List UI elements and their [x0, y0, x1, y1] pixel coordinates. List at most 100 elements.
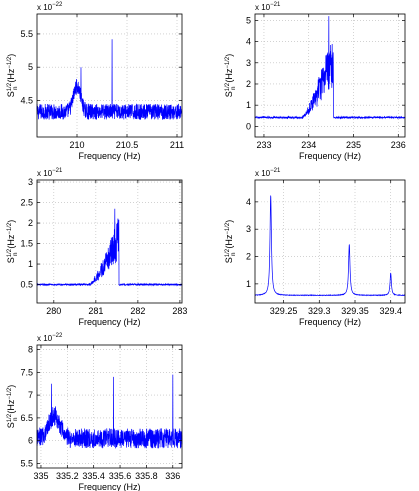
- y-tick-label: 3: [28, 177, 33, 187]
- y-label-unit: (Hz: [6, 399, 16, 413]
- y-label-close: ): [224, 220, 234, 223]
- plot-area: [37, 14, 182, 137]
- y-tick-label: 5.5: [20, 29, 33, 39]
- panel-281hz: 280 281 282 283 0.5 1 1.5 2 2.5 3 x 10−21 Frequency…: [6, 168, 187, 327]
- y-label-sup: 1/2: [7, 413, 13, 422]
- y-label-close: ): [6, 220, 16, 223]
- y-axis-label: S1/2n (Hz−1/2): [6, 220, 19, 264]
- x-axis-label: Frequency (Hz): [78, 482, 140, 491]
- y-label-unit_sup: −1/2: [7, 222, 13, 235]
- x-tick-label: 281: [88, 306, 103, 316]
- y-tick-label: 5: [28, 62, 33, 72]
- x-tick-label: 233: [256, 140, 271, 150]
- x-tick-label: 335: [33, 471, 48, 481]
- x-axis-label: Frequency (Hz): [299, 317, 361, 327]
- y-tick-label: 5: [246, 15, 251, 25]
- x-tick-label: 329.4: [379, 306, 402, 316]
- x-tick-label: 335.2: [56, 471, 79, 481]
- x-tick-label: 335.6: [109, 471, 132, 481]
- y-tick-label: 4: [246, 37, 251, 47]
- y-label-close: ): [224, 54, 234, 57]
- y-label-close: ): [6, 385, 16, 388]
- y-tick-label: 2: [28, 218, 33, 228]
- scale-exponent: −21: [270, 168, 281, 174]
- y-tick-label: 6.5: [20, 413, 33, 423]
- x-axis-label: Frequency (Hz): [78, 151, 140, 161]
- series-line: [254, 195, 406, 297]
- x-axis-label: Frequency (Hz): [78, 317, 140, 327]
- y-label-sup: 1/2: [7, 248, 13, 257]
- y-tick-label: 6: [28, 436, 33, 446]
- y-tick-label: 0: [246, 121, 251, 131]
- y-label-sub: n: [13, 253, 19, 256]
- y-label-main: S: [224, 91, 234, 97]
- x-tick-label: 236: [391, 140, 406, 150]
- y-tick-label: 0.5: [20, 280, 33, 290]
- axes-frame: [36, 179, 183, 304]
- y-tick-label: 1.5: [20, 239, 33, 249]
- y-label-close: ): [6, 54, 16, 57]
- y-label-sup: 1/2: [7, 82, 13, 91]
- y-tick-label: 7: [28, 390, 33, 400]
- x-tick-label: 335.8: [135, 471, 158, 481]
- y-tick-label: 1: [246, 279, 251, 289]
- y-tick-label: 2: [246, 252, 251, 262]
- axes-frame: [36, 344, 183, 469]
- x-tick-label: 282: [130, 306, 145, 316]
- y-label-main: S: [6, 257, 16, 263]
- x-tick-label: 234: [301, 140, 316, 150]
- plot-area: [255, 180, 405, 303]
- scale-base: x 10: [37, 334, 53, 343]
- axes-frame: [254, 179, 406, 304]
- y-tick-label: 3: [246, 224, 251, 234]
- x-axis-label: Frequency (Hz): [299, 151, 361, 161]
- panel-335hz: 335 335.2 335.4 335.6 335.8 336 5.5 6 6.5 7 7.5 8 x …: [6, 333, 183, 491]
- y-axis-label: S1/2n (Hz−1/2): [224, 220, 237, 264]
- y-label-unit_sup: −1/2: [225, 56, 231, 69]
- series-line: [36, 374, 183, 449]
- y-label-unit_sup: −1/2: [7, 387, 13, 400]
- y-label-sup: 1/2: [225, 82, 231, 91]
- y-label-unit: (Hz: [6, 68, 16, 82]
- x-tick-label: 235: [346, 140, 361, 150]
- y-label-sup: 1/2: [225, 248, 231, 257]
- x-tick-label: 211: [170, 140, 184, 150]
- y-tick-label: 1: [28, 259, 33, 269]
- scale-base: x 10: [255, 169, 271, 178]
- x-tick-label: 329.35: [341, 306, 369, 316]
- x-tick-label: 210: [69, 140, 84, 150]
- y-tick-label: 5.5: [20, 458, 33, 468]
- panel-210hz: 210 210.5 211 4.5 5 5.5 x 10−22 Frequency (Hz) S…: [6, 2, 184, 161]
- y-tick-label: 4.5: [20, 95, 33, 105]
- scale-multiplier: x 10−21: [255, 2, 281, 12]
- y-label-unit: (Hz: [224, 234, 234, 248]
- series-line: [254, 16, 406, 120]
- series-line: [36, 208, 183, 287]
- scale-base: x 10: [255, 3, 271, 12]
- scale-multiplier: x 10−21: [255, 168, 281, 178]
- y-label-main: S: [224, 257, 234, 263]
- x-tick-label: 335.4: [82, 471, 105, 481]
- panel-329hz: 329.25 329.3 329.35 329.4 1 2 3 4 x 10−21 Frequen…: [224, 168, 406, 327]
- scale-multiplier: x 10−21: [37, 168, 63, 178]
- y-axis-label: S1/2n (Hz−1/2): [224, 54, 237, 98]
- y-label-sub: n: [231, 87, 237, 90]
- y-label-sub: n: [13, 87, 19, 90]
- y-tick-label: 2: [246, 79, 251, 89]
- y-label-unit_sup: −1/2: [225, 222, 231, 235]
- y-label-sub: n: [13, 418, 19, 421]
- scale-exponent: −22: [52, 333, 63, 339]
- y-tick-label: 2.5: [20, 198, 33, 208]
- x-tick-label: 329.3: [308, 306, 331, 316]
- y-tick-label: 1: [246, 100, 251, 110]
- scale-exponent: −21: [270, 2, 281, 8]
- x-tick-label: 336: [165, 471, 180, 481]
- axes-frame: [36, 13, 183, 138]
- x-tick-label: 280: [46, 306, 61, 316]
- x-tick-label: 283: [172, 306, 187, 316]
- series-line: [36, 39, 183, 121]
- axes-frame: [254, 13, 406, 138]
- y-label-unit: (Hz: [224, 68, 234, 82]
